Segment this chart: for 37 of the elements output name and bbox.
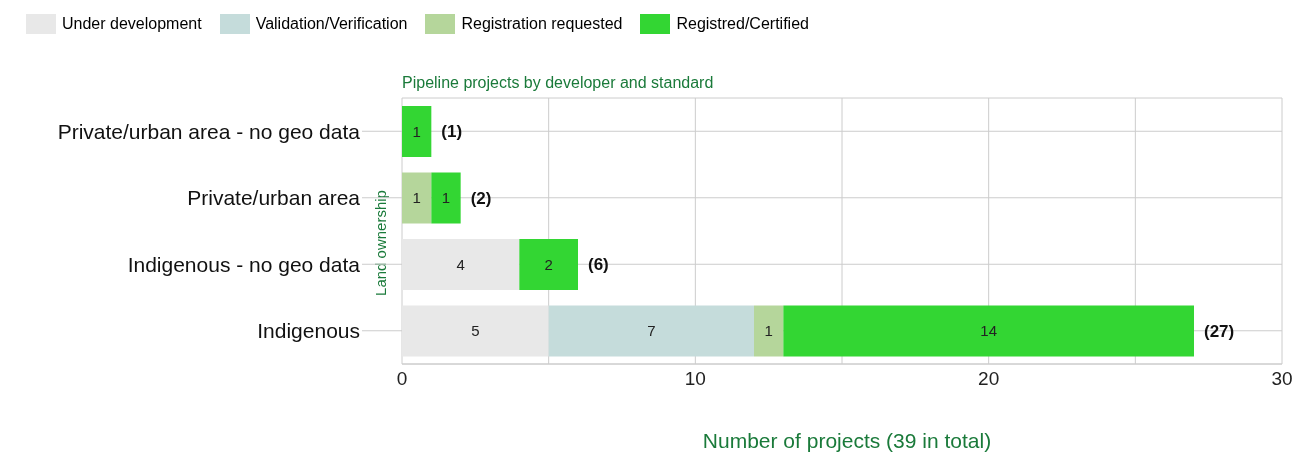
bar [402,172,432,224]
x-tick-label: 20 [978,368,1000,390]
y-axis-title: Land ownership [371,190,389,296]
data-label: 1 [412,189,421,207]
y-tick-label: Indigenous [257,319,360,343]
total-label: (1) [441,122,463,142]
bar [754,305,784,357]
bar [431,172,461,224]
legend-label: Under development [62,15,202,33]
bar [402,105,432,157]
data-label: 1 [441,189,451,207]
data-label: 7 [647,322,656,340]
data-label: 1 [412,122,421,140]
data-label: 2 [544,255,553,273]
data-label: 14 [980,322,998,340]
data-label: 4 [456,255,465,273]
bar [519,238,578,290]
x-tick-label: 0 [396,368,408,390]
x-tick-label: 10 [684,368,706,390]
data-label: 1 [764,322,773,340]
chart-title: Pipeline projects by developer and standard [402,74,714,92]
legend-label: Validation/Verification [255,15,408,33]
bar [548,305,754,357]
bar [402,305,549,357]
x-tick-label: 30 [1271,368,1293,390]
data-label: 5 [471,322,480,340]
bar [402,238,520,290]
legend-label: Registration requested [461,15,623,33]
total-label: (2) [470,188,492,208]
y-tick-label: Private/urban area [187,186,361,210]
y-tick-label: Private/urban area - no geo data [57,119,361,143]
x-axis-title: Number of projects (39 in total) [701,429,993,453]
legend-label: Registred/Certified [676,15,809,33]
bar [783,305,1194,357]
total-label: (27) [1204,321,1235,341]
total-label: (6) [588,255,609,275]
y-tick-label: Indigenous - no geo data [127,252,361,276]
